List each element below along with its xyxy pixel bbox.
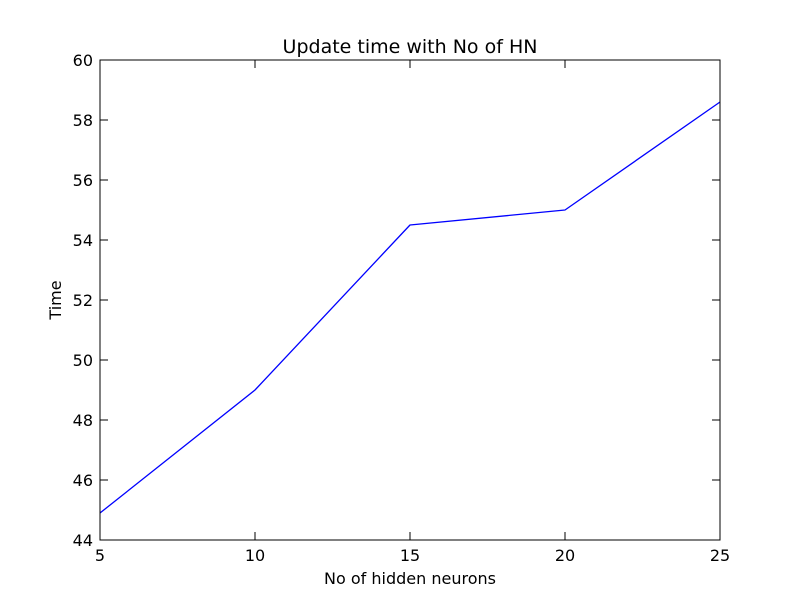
y-tick-label: 44: [73, 531, 93, 550]
ticks-layer: 5 10 15 20 25 44 46 48 50 52 54 56 58 60: [73, 51, 731, 565]
chart-title: Update time with No of HN: [283, 36, 538, 58]
y-tick-label: 50: [73, 351, 93, 370]
y-tick-label: 48: [73, 411, 93, 430]
plot-frame: [99, 59, 721, 541]
x-axis-label: No of hidden neurons: [324, 569, 496, 588]
x-tick-label: 15: [400, 546, 420, 565]
y-tick-label: 52: [73, 291, 93, 310]
y-tick-label: 54: [73, 231, 93, 250]
y-tick-label: 56: [73, 171, 93, 190]
x-tick-label: 25: [710, 546, 730, 565]
y-tick-label: 46: [73, 471, 93, 490]
y-axis-label: Time: [46, 280, 65, 320]
x-tick-label: 20: [555, 546, 575, 565]
x-tick-label: 5: [95, 546, 105, 565]
y-tick-label: 58: [73, 111, 93, 130]
series-layer: [99, 101, 721, 514]
series-line: [99, 101, 721, 514]
y-tick-label: 60: [73, 51, 93, 70]
x-tick-label: 10: [245, 546, 265, 565]
